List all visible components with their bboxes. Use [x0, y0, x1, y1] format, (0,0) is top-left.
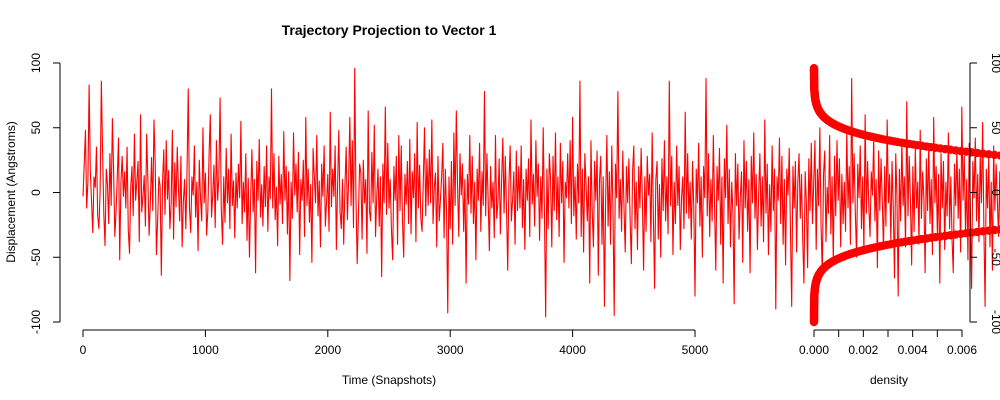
density-x-axis-label: density [870, 373, 908, 387]
main-y-tick-label: 100 [29, 53, 43, 73]
density-y-axis: -100 -50 0 50 100 [969, 53, 1000, 334]
density-x-tick-label: 0.000 [799, 343, 829, 357]
main-x-tick-label: 0 [80, 343, 87, 357]
density-x-tick-label: 0.006 [947, 343, 977, 357]
main-x-tick-label: 4000 [559, 343, 586, 357]
main-x-tick-label: 5000 [682, 343, 709, 357]
main-y-tick-label: 50 [29, 121, 43, 135]
density-x-axis: 0.000 0.002 0.004 0.006 [799, 329, 977, 357]
main-series-line [82, 67, 1000, 318]
density-plot: 0.000 0.002 0.004 0.006 -100 -50 0 50 100 densi… [799, 53, 1000, 387]
density-y-tick-label: 0 [989, 189, 1000, 196]
main-y-axis: -100 -50 0 50 100 [29, 53, 61, 334]
main-x-tick-label: 2000 [314, 343, 341, 357]
density-x-tick-label: 0.004 [898, 343, 928, 357]
main-x-tick-label: 3000 [437, 343, 464, 357]
main-y-tick-label: 0 [29, 189, 43, 196]
density-y-tick-label: -50 [989, 249, 1000, 267]
main-y-tick-label: -50 [29, 248, 43, 266]
density-y-tick-label: 50 [989, 121, 1000, 135]
density-x-tick-label: 0.002 [848, 343, 878, 357]
main-y-tick-label: -100 [29, 310, 43, 334]
density-point [809, 63, 819, 73]
main-x-tick-label: 1000 [192, 343, 219, 357]
main-x-axis: 0 1000 2000 3000 4000 5000 [80, 329, 709, 357]
density-series [809, 63, 1000, 327]
main-y-axis-label: Displacement (Angstroms) [4, 121, 18, 262]
chart-title: Trajectory Projection to Vector 1 [282, 22, 497, 38]
main-x-axis-label: Time (Snapshots) [342, 373, 436, 387]
density-y-tick-label: -100 [989, 310, 1000, 334]
density-point [996, 225, 1000, 234]
trajectory-line [82, 67, 1000, 318]
density-y-tick-label: 100 [989, 53, 1000, 73]
